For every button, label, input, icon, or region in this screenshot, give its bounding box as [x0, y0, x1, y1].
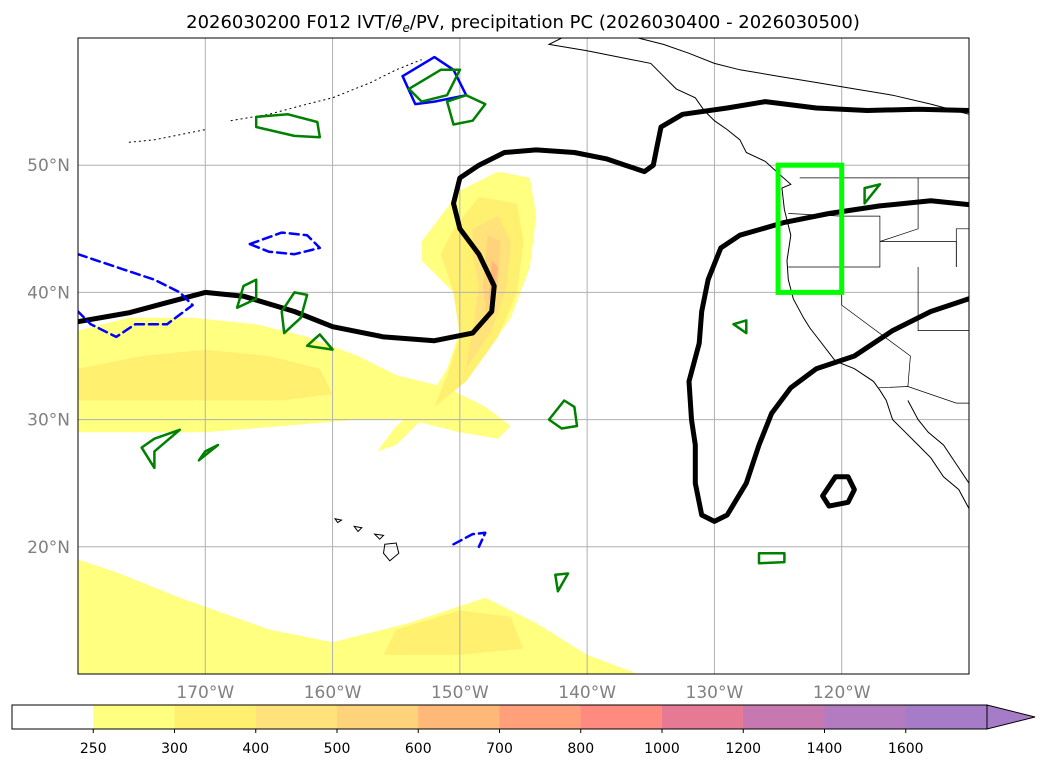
colorbar-segment [255, 705, 338, 729]
colorbar-segment [905, 705, 988, 729]
political-border [878, 386, 969, 404]
colorbar-tick-label: 1000 [644, 741, 680, 757]
colorbar-tick-label: 600 [405, 741, 432, 757]
contour-pv-green-10 [732, 319, 748, 335]
colorbar-segment [662, 705, 744, 729]
y-tick-label: 50°N [27, 156, 70, 176]
coastline-hawaii-island [382, 542, 400, 562]
colorbar-segment [174, 705, 257, 729]
x-tick-label: 150°W [431, 683, 489, 703]
political-border [917, 267, 969, 331]
contour-pv-green-2 [445, 93, 487, 126]
colorbar-segment [93, 705, 175, 729]
map-frame [77, 37, 970, 675]
y-tick-label: 40°N [27, 283, 70, 303]
contour-pv-green-8 [140, 428, 182, 470]
colorbar-tick-label: 300 [161, 741, 188, 757]
coastline-north-america [547, 38, 969, 509]
colorbar-extend-arrow [986, 704, 1036, 730]
colorbar-tick-label: 1400 [807, 741, 843, 757]
x-tick-label: 160°W [304, 683, 362, 703]
contour-pv-green-6 [305, 333, 334, 351]
contour-pv-green-4 [280, 291, 309, 335]
y-tick-label: 30°N [27, 411, 70, 431]
contour-pv-green-13 [554, 572, 570, 593]
colorbar-tick-label: 1600 [888, 741, 924, 757]
colorbar-tick-label: 700 [486, 741, 513, 757]
political-border [879, 177, 919, 242]
colorbar-segment [743, 705, 825, 729]
region-box [775, 162, 845, 295]
contour-pv-blue-2 [248, 231, 322, 256]
colorbar-segment [418, 705, 500, 729]
contour-theta-e-north [78, 99, 969, 344]
coastline-hawaii-island [333, 518, 343, 524]
contour-pv-green-7 [547, 399, 579, 430]
coastline-gulf-of-california [907, 400, 969, 485]
colorbar-tick-label: 500 [324, 741, 351, 757]
colorbar-tick-label: 1200 [725, 741, 761, 757]
x-tick-label: 170°W [176, 683, 234, 703]
contour-pv-green-1 [254, 113, 322, 139]
x-tick-label: 140°W [558, 683, 616, 703]
colorbar-segment [824, 705, 907, 729]
ivt-shading [78, 171, 639, 674]
colorbar: 250 300 400 500 600 700 800 1000 1200 1400 1600 [11, 704, 1036, 757]
contour-pv-blue-3 [452, 531, 487, 549]
contour-pv-green-5 [235, 278, 258, 309]
contour-pv-green-3 [407, 68, 462, 103]
colorbar-segment [12, 705, 94, 729]
contour-pv-green-12 [863, 183, 882, 205]
x-tick-labels: 170°W 160°W 150°W 140°W 130°W 120°W [176, 683, 870, 703]
contour-pv-green-11 [757, 551, 786, 565]
contour-theta-e-ring [820, 474, 857, 509]
y-tick-labels: 20°N 30°N 40°N 50°N [27, 156, 70, 558]
contour-pv-blue-1 [78, 252, 194, 339]
colorbar-tick-label: 250 [80, 741, 107, 757]
map-area [78, 38, 969, 674]
chart-title: 2026030200 F012 IVT/θe/PV, precipitation… [186, 12, 860, 35]
coastline-hawaii-island [373, 533, 385, 540]
x-tick-label: 130°W [686, 683, 744, 703]
colorbar-segment [499, 705, 582, 729]
colorbar-tick-label: 400 [242, 741, 269, 757]
region-box-layer [775, 162, 845, 295]
political-border [955, 228, 969, 267]
colorbar-segment [337, 705, 419, 729]
colorbar-tick-label: 800 [567, 741, 594, 757]
colorbar-segment [580, 705, 663, 729]
contour-pv-green-9 [197, 443, 220, 462]
coastline-hawaii-island [353, 525, 363, 533]
ivt-fill-south-band-inner [383, 610, 524, 655]
y-tick-label: 20°N [27, 538, 70, 558]
x-tick-label: 120°W [813, 683, 871, 703]
